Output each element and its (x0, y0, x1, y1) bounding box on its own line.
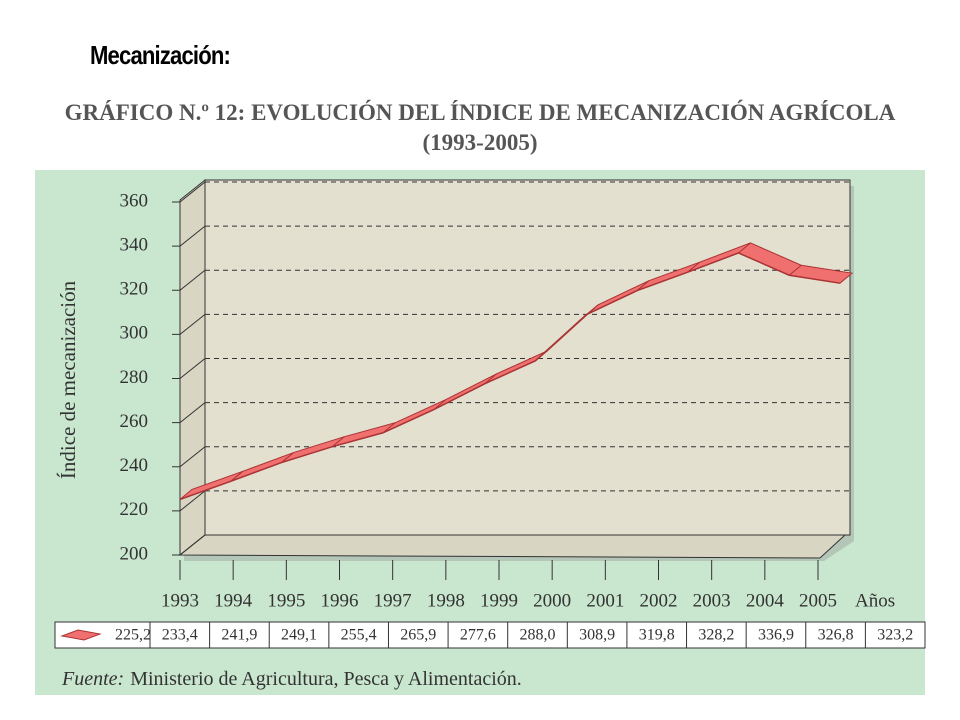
y-tick-label: 360 (120, 190, 149, 211)
value-label: 323,2 (877, 627, 913, 644)
x-tick-label: 2001 (586, 590, 624, 611)
value-label: 233,4 (162, 627, 198, 644)
value-label: 308,9 (579, 627, 615, 644)
source-text: Ministerio de Agricultura, Pesca y Alime… (130, 668, 522, 690)
value-label: 241,9 (221, 627, 257, 644)
value-label: 319,8 (639, 627, 675, 644)
y-tick-label: 340 (120, 234, 149, 255)
y-tick-label: 280 (120, 367, 149, 388)
y-tick-label: 260 (120, 411, 149, 432)
grid-line (179, 534, 206, 556)
ribbon-fold (331, 436, 345, 448)
legend-symbol (60, 629, 102, 641)
ribbon-fold (636, 280, 650, 292)
y-tick-label: 220 (120, 499, 149, 520)
grid-line (179, 358, 206, 379)
x-tick-label: 2003 (693, 590, 731, 611)
grid-line (179, 269, 206, 291)
value-label: 225,2 (115, 627, 151, 644)
x-tick-label: 2000 (533, 590, 571, 611)
ribbon-fold (788, 264, 802, 276)
header: Mecanización: (90, 40, 231, 70)
y-tick-label: 200 (120, 543, 149, 564)
ribbon-fold (687, 261, 701, 273)
y-tick-label: 240 (120, 455, 149, 476)
source: Fuente: Ministerio de Agricultura, Pesca … (61, 668, 522, 690)
ribbon-fold (281, 452, 294, 463)
x-tick-label: 1996 (321, 590, 359, 611)
value-label: 336,9 (758, 627, 794, 644)
y-tick-label: 300 (120, 323, 149, 344)
x-tick-label: 1999 (480, 590, 518, 611)
value-label: 328,2 (698, 627, 734, 644)
x-tick-label: 1995 (267, 590, 305, 611)
value-label: 249,1 (281, 627, 317, 644)
chart-title: GRÁFICO N.º 12: EVOLUCIÓN DEL ÍNDICE DE … (64, 100, 896, 155)
grid-line (179, 446, 206, 468)
x-tick-label: 1997 (374, 590, 412, 611)
source-label: Fuente: (61, 668, 124, 690)
ribbon-fold (738, 242, 751, 254)
line (179, 252, 841, 501)
grid-line (179, 181, 206, 203)
grid-line (179, 225, 206, 247)
grid-line (179, 490, 206, 512)
value-label: 255,4 (341, 627, 377, 644)
back-wall (204, 179, 851, 536)
x-tick-label: 1998 (427, 590, 465, 611)
table (54, 621, 926, 649)
x-tick-label: 1994 (214, 590, 253, 611)
value-label: 288,0 (520, 627, 556, 644)
x-axis-label: Años (855, 590, 895, 611)
x-tick-label: 1993 (161, 590, 199, 611)
y-tick-label: 320 (120, 279, 149, 300)
ribbon-fold (230, 470, 244, 482)
value-label: 326,8 (818, 627, 854, 644)
value-label: 265,9 (400, 627, 436, 644)
value-label: 277,6 (460, 627, 496, 644)
grid-line (179, 313, 206, 335)
y-axis-label: Índice de mecanización (56, 280, 80, 479)
x-tick-label: 2002 (640, 590, 678, 611)
grid-line (179, 402, 206, 424)
x-tick-label: 2005 (799, 590, 837, 611)
x-tick-label: 2004 (746, 590, 785, 611)
floor (178, 534, 847, 559)
